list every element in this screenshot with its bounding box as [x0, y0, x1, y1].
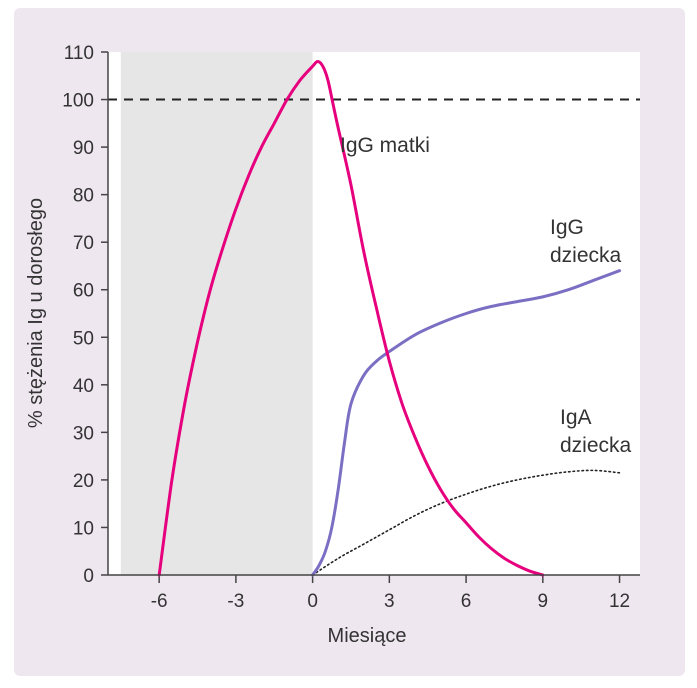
y-tick-label: 40 [73, 376, 94, 397]
y-tick-label: 70 [73, 233, 94, 254]
y-tick-label: 10 [73, 518, 94, 539]
y-axis-title: % stężenia Ig u dorosłego [25, 198, 47, 428]
x-tick-label: 9 [538, 591, 549, 612]
y-tick-label: 30 [73, 423, 94, 444]
immunoglobulin-chart: 0 10 20 30 40 50 60 70 80 90 100 110 -6 -3 0 3 6 9 12 IgG… [25, 43, 640, 647]
prenatal-shaded-region [120, 52, 313, 575]
maternal-igg-label: IgG matki [340, 134, 430, 157]
y-tick-label: 80 [73, 186, 94, 207]
y-tick-label: 100 [62, 91, 94, 112]
y-axis-ticks: 0 10 20 30 40 50 60 70 80 90 100 110 [62, 43, 108, 587]
infant-iga-curve [311, 469, 621, 576]
x-tick-label: -6 [151, 591, 168, 612]
infant-igg-label-line2: dziecka [550, 244, 622, 267]
x-tick-label: 12 [609, 591, 630, 612]
y-tick-label: 20 [73, 471, 94, 492]
infant-igg-label-line1: IgG [550, 216, 584, 239]
infant-igg-curve [311, 269, 621, 577]
infant-iga-label-line2: dziecka [560, 434, 632, 457]
infant-iga-label-line1: IgA [560, 406, 592, 429]
x-tick-label: -3 [227, 591, 244, 612]
y-tick-label: 60 [73, 281, 94, 302]
x-tick-label: 6 [461, 591, 472, 612]
x-axis-title: Miesiące [328, 625, 407, 647]
x-axis-ticks: -6 -3 0 3 6 9 12 [151, 575, 630, 612]
y-tick-label: 90 [73, 138, 94, 159]
x-tick-label: 0 [307, 591, 318, 612]
chart-panel: 0 10 20 30 40 50 60 70 80 90 100 110 -6 -3 0 3 6 9 12 IgG… [14, 8, 685, 676]
y-tick-label: 50 [73, 328, 94, 349]
maternal-igg-curve [157, 60, 545, 577]
y-tick-label: 110 [64, 43, 94, 64]
x-tick-label: 3 [384, 591, 395, 612]
y-tick-label: 0 [83, 566, 94, 587]
